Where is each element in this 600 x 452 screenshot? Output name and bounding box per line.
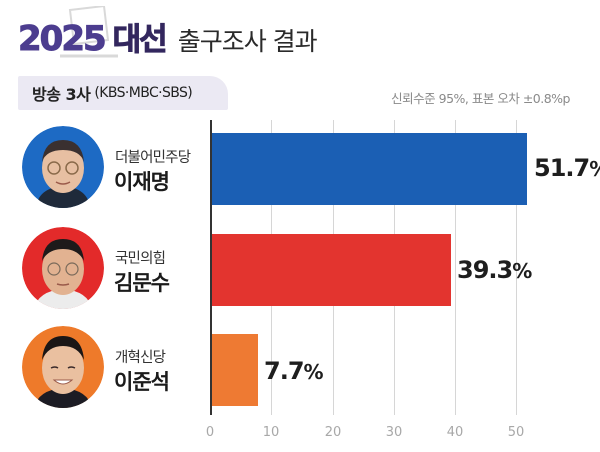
- candidate-name: 이준석: [114, 370, 170, 394]
- candidate-row: 개혁신당 이준석: [22, 326, 207, 410]
- x-tick-label: 20: [324, 425, 342, 440]
- x-tick-label: 30: [385, 425, 403, 440]
- value-label: 51.7%: [534, 154, 600, 182]
- gridline: [455, 120, 456, 415]
- gridline: [516, 120, 517, 415]
- person-photo-icon: [22, 326, 104, 408]
- bar-lee-jun-seok: [211, 334, 258, 406]
- value-number: 7.7: [264, 357, 305, 385]
- source-badge: 방송 3사 (KBS·MBC·SBS): [18, 76, 228, 110]
- title-year: 2025: [18, 19, 108, 60]
- value-number: 51.7: [534, 154, 590, 182]
- confidence-note: 신뢰수준 95%, 표본 오차 ±0.8%p: [391, 91, 570, 106]
- person-photo-icon: [22, 227, 104, 309]
- party-label: 국민의힘: [115, 251, 166, 267]
- title-election: 대선: [112, 22, 168, 59]
- value-label: 39.3%: [457, 256, 532, 284]
- x-tick-label: 0: [205, 425, 215, 440]
- percent-sign: %: [512, 259, 532, 283]
- person-photo-icon: [22, 126, 104, 208]
- candidate-name: 이재명: [114, 170, 170, 194]
- y-axis-line: [210, 120, 212, 415]
- bar-kim-moon-soo: [211, 234, 451, 306]
- avatar: [22, 326, 104, 408]
- bar-chart: 51.7% 39.3% 7.7%: [210, 120, 600, 415]
- avatar: [22, 126, 104, 208]
- percent-sign: %: [589, 157, 600, 181]
- candidate-row: 국민의힘 김문수: [22, 227, 207, 311]
- source-badge-main: 방송 3사: [32, 85, 91, 104]
- party-label: 더불어민주당: [115, 150, 191, 166]
- value-label: 7.7%: [264, 357, 324, 385]
- party-label: 개혁신당: [115, 350, 166, 366]
- bar-lee-jae-myung: [211, 133, 527, 205]
- x-tick-label: 40: [446, 425, 464, 440]
- page-title: 2025 대선 출구조사 결과: [18, 14, 318, 60]
- value-number: 39.3: [457, 256, 513, 284]
- x-tick-label: 10: [262, 425, 280, 440]
- ballot-box-icon: [60, 6, 118, 58]
- title-subtitle: 출구조사 결과: [177, 27, 318, 56]
- source-badge-broadcasters: (KBS·MBC·SBS): [94, 85, 193, 101]
- x-tick-label: 50: [507, 425, 525, 440]
- percent-sign: %: [303, 360, 324, 384]
- candidate-name: 김문수: [114, 271, 170, 295]
- avatar: [22, 227, 104, 309]
- candidate-row: 더불어민주당 이재명: [22, 126, 207, 210]
